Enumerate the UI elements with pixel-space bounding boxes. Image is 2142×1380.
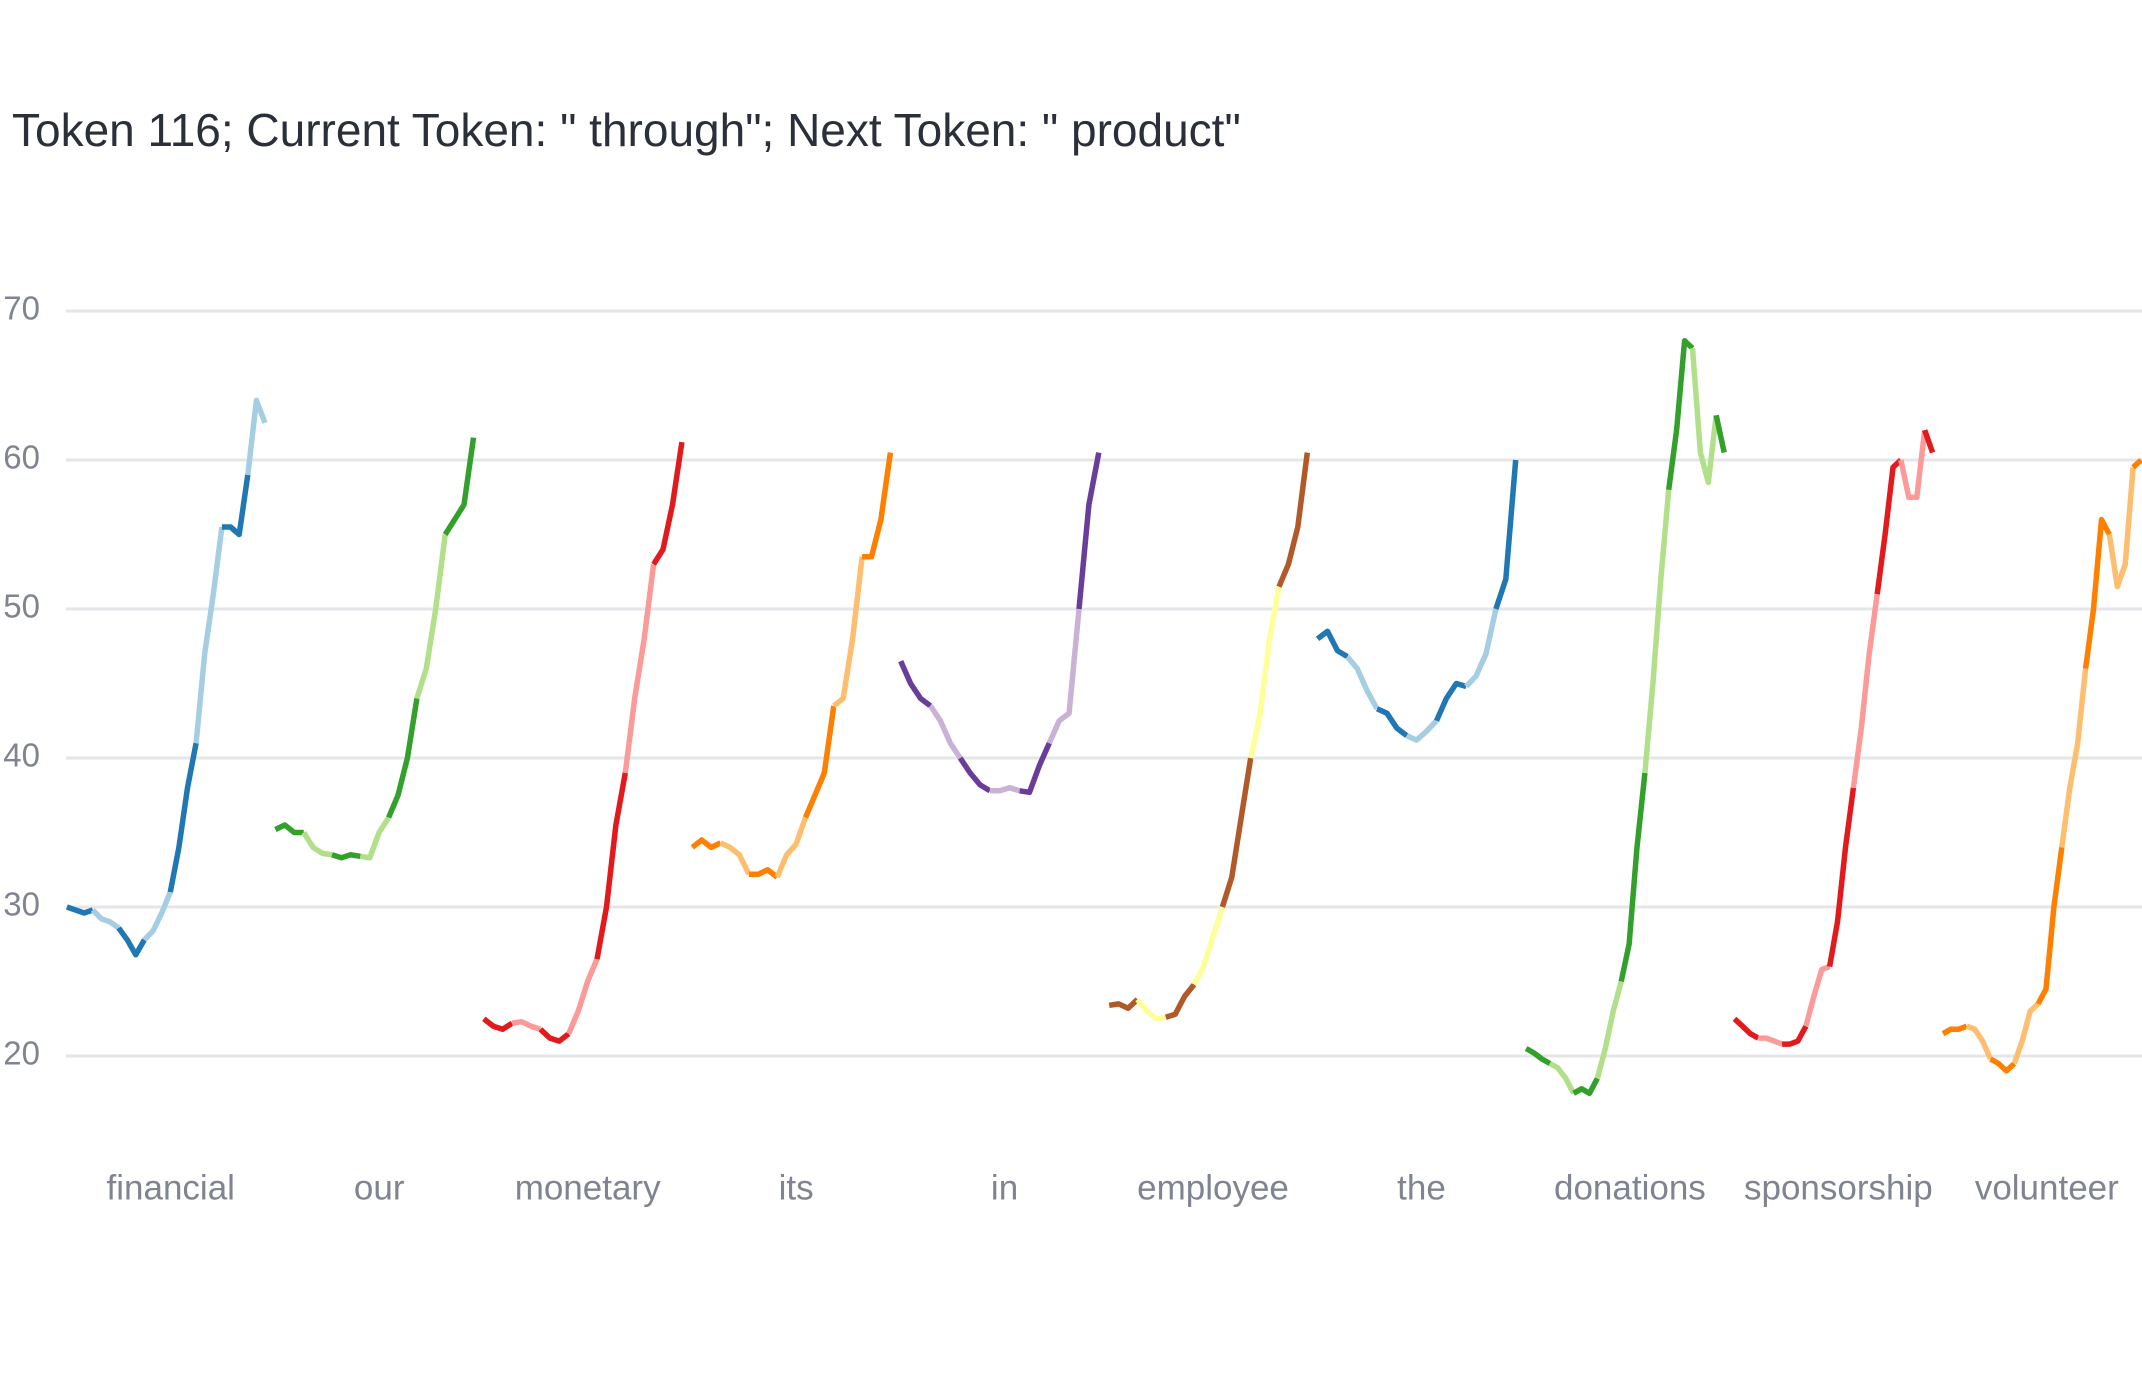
line-segment	[1941, 1023, 1968, 1037]
line-segment	[142, 891, 173, 942]
line-segment	[1019, 741, 1052, 796]
line-segment	[1874, 457, 1903, 595]
x-tick-label: its	[779, 1168, 814, 1207]
line-segment	[989, 785, 1021, 794]
line-segment	[1642, 489, 1672, 774]
x-tick-label: employee	[1137, 1168, 1289, 1207]
line-segment	[1782, 1024, 1809, 1047]
line-segment	[719, 840, 752, 876]
line-segment	[359, 816, 391, 861]
x-tick-label: donations	[1554, 1168, 1706, 1207]
line-segment	[1248, 586, 1282, 759]
line-segment	[2106, 467, 2136, 590]
y-tick-label: 50	[3, 588, 40, 625]
x-tick-label: our	[354, 1168, 405, 1207]
line-segment	[2082, 516, 2112, 669]
line-segment	[1046, 608, 1082, 745]
line-segment	[1965, 1023, 1994, 1061]
line-segment	[1345, 654, 1380, 711]
line-segment	[862, 452, 894, 560]
line-segment	[690, 837, 722, 851]
line-segment	[2059, 668, 2089, 848]
line-segment	[1618, 772, 1648, 983]
line-segment	[1405, 718, 1439, 743]
line-segment	[2035, 847, 2065, 1006]
line-segment	[511, 1018, 542, 1032]
line-segment	[1826, 787, 1857, 968]
line-segment	[1898, 429, 1928, 501]
line-segment	[538, 1027, 571, 1044]
line-segment	[1594, 980, 1624, 1080]
line-segment	[2011, 1001, 2040, 1065]
x-tick-label: financial	[107, 1168, 235, 1207]
line-segment	[274, 822, 304, 836]
line-segment	[1572, 1077, 1600, 1097]
y-tick-label: 20	[3, 1035, 40, 1072]
line-segment	[1276, 452, 1311, 588]
line-segment	[414, 534, 448, 700]
x-tick-label: sponsorship	[1744, 1168, 1933, 1207]
line-segment	[90, 908, 121, 931]
line-segment	[957, 756, 992, 794]
line-segment	[1850, 593, 1880, 789]
line-segment	[331, 852, 361, 861]
line-segment	[832, 556, 865, 709]
line-segment	[774, 816, 809, 879]
line-segment	[928, 704, 963, 760]
line-segment	[116, 926, 147, 958]
line-segment	[482, 1016, 514, 1032]
line-segment	[1191, 906, 1226, 986]
line-segment	[622, 563, 657, 774]
chart-title: Token 116; Current Token: " through"; Ne…	[12, 104, 1241, 156]
line-segment	[1689, 348, 1719, 486]
line-segment	[301, 831, 333, 858]
line-segment	[245, 397, 268, 476]
line-segment	[1524, 1046, 1552, 1066]
line-segment	[1076, 452, 1102, 610]
line-segment	[1108, 997, 1140, 1012]
y-tick-label: 60	[3, 439, 40, 476]
line-segment	[167, 742, 199, 893]
line-segment	[748, 867, 779, 880]
line-segment	[1464, 608, 1499, 689]
line-segment	[566, 958, 600, 1035]
line-segment	[1922, 429, 1936, 454]
line-segment	[386, 697, 420, 819]
line-segment	[1548, 1061, 1577, 1095]
line-segment	[1493, 459, 1519, 610]
x-tick-label: monetary	[515, 1168, 661, 1207]
x-tick-label: in	[991, 1168, 1018, 1207]
line-segment	[594, 772, 629, 960]
x-tick-label: the	[1397, 1168, 1446, 1207]
line-segment	[1803, 964, 1831, 1027]
line-segment	[442, 437, 477, 536]
line-segment	[1135, 997, 1167, 1022]
x-tick-label: volunteer	[1975, 1168, 2119, 1207]
line-segment	[1713, 414, 1727, 454]
line-segment	[898, 659, 933, 709]
line-segment	[1219, 757, 1254, 908]
line-segment	[802, 705, 837, 819]
line-segment	[65, 904, 94, 916]
line-segment	[1758, 1035, 1784, 1047]
line-segment	[2131, 457, 2142, 470]
y-tick-label: 40	[3, 737, 40, 774]
line-segment	[1433, 680, 1467, 722]
line-segment	[193, 526, 225, 744]
line-segment	[651, 441, 685, 566]
line-segment	[221, 474, 251, 538]
line-segment	[1989, 1056, 2017, 1074]
line-segment	[1732, 1016, 1760, 1041]
line-segment	[1375, 706, 1409, 738]
line-segment	[1315, 628, 1349, 660]
line-segment	[1665, 338, 1695, 491]
y-tick-label: 70	[3, 290, 40, 327]
line-segment	[1164, 982, 1197, 1020]
y-tick-label: 30	[3, 886, 40, 923]
